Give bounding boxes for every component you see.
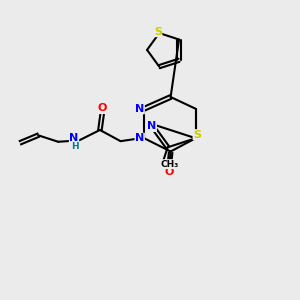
Text: S: S xyxy=(193,130,201,140)
Text: O: O xyxy=(98,103,107,113)
Text: N: N xyxy=(69,133,79,143)
Text: N: N xyxy=(135,133,144,143)
Text: H: H xyxy=(71,142,79,151)
Text: O: O xyxy=(164,167,174,177)
Text: N: N xyxy=(147,122,156,131)
Text: N: N xyxy=(135,104,144,114)
Text: S: S xyxy=(154,27,162,37)
Text: CH₃: CH₃ xyxy=(160,160,179,169)
